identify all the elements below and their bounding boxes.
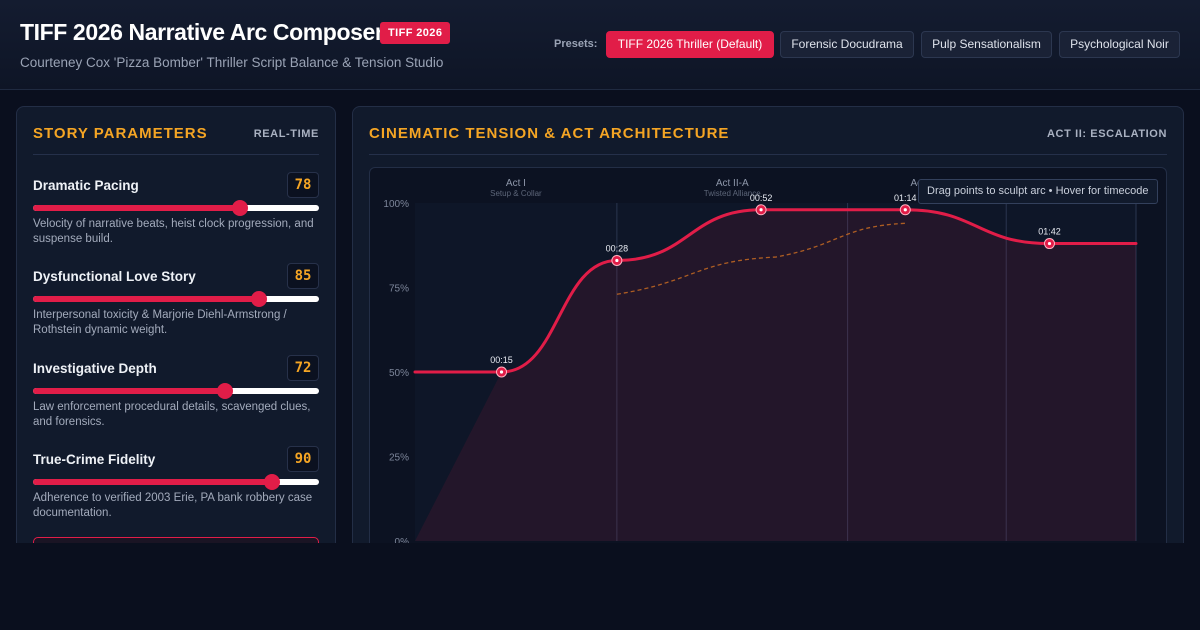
timecode-label: 01:42 — [1038, 227, 1061, 237]
param-value: 72 — [287, 355, 319, 381]
param-value: 90 — [287, 446, 319, 472]
param-description: Velocity of narrative beats, heist clock… — [33, 218, 314, 245]
slider-thumb[interactable] — [251, 291, 267, 307]
panel-title: CINEMATIC TENSION & ACT ARCHITECTURE — [369, 125, 730, 142]
act-sublabel: Setup & Collar — [490, 189, 542, 198]
param-dramatic-pacing: Dramatic Pacing 78 Velocity of narrative… — [33, 172, 319, 252]
arc-control-point-core — [903, 208, 907, 212]
slider-thumb[interactable] — [232, 200, 248, 216]
presets-label: Presets: — [554, 38, 598, 50]
panel-title: STORY PARAMETERS — [33, 125, 208, 142]
app-header: TIFF 2026 Narrative Arc Composer TIFF 20… — [0, 0, 1200, 90]
y-tick-label: 100% — [383, 199, 409, 210]
param-label: True-Crime Fidelity — [33, 452, 156, 467]
param-value: 85 — [287, 263, 319, 289]
act-label: Act I — [506, 178, 526, 189]
param-investigative-depth: Investigative Depth 72 Law enforcement p… — [33, 355, 319, 435]
param-label: Dysfunctional Love Story — [33, 269, 196, 284]
param-label: Dramatic Pacing — [33, 178, 139, 193]
timecode-label: 00:15 — [490, 355, 513, 365]
slider-thumb[interactable] — [264, 474, 280, 490]
page-bottom — [0, 543, 1200, 630]
dysfunctional-love-story-slider[interactable] — [33, 291, 319, 307]
slider-fill — [33, 205, 240, 211]
timecode-label: 00:28 — [606, 243, 629, 253]
timecode-label: 01:14 — [894, 193, 917, 203]
app-subtitle: Courteney Cox 'Pizza Bomber' Thriller Sc… — [20, 55, 444, 70]
slider-fill — [33, 388, 225, 394]
divider — [33, 154, 319, 155]
param-true-crime-fidelity: True-Crime Fidelity 90 Adherence to veri… — [33, 446, 319, 526]
act-sublabel: Twisted Alliance — [704, 189, 761, 198]
app-title: TIFF 2026 Narrative Arc Composer — [20, 19, 384, 45]
timecode-label: 00:52 — [750, 193, 773, 203]
realtime-tag: REAL-TIME — [253, 128, 319, 140]
slider-fill — [33, 479, 272, 485]
param-description: Interpersonal toxicity & Marjorie Diehl-… — [33, 309, 287, 336]
param-label: Investigative Depth — [33, 361, 157, 376]
slider-fill — [33, 296, 259, 302]
act-label: Act II-A — [716, 178, 749, 189]
chart-hint-tooltip: Drag points to sculpt arc • Hover for ti… — [918, 179, 1158, 204]
tension-area-fill — [415, 209, 1136, 541]
arc-control-point-core — [759, 208, 763, 212]
y-tick-label: 50% — [389, 368, 409, 379]
preset-button-forensic-docudrama[interactable]: Forensic Docudrama — [780, 31, 914, 58]
plot-background — [415, 203, 1136, 541]
preset-button-psychological-noir[interactable]: Psychological Noir — [1059, 31, 1180, 58]
arc-control-point-core — [499, 370, 504, 374]
arc-control-point-core — [615, 258, 619, 263]
param-value: 78 — [287, 172, 319, 198]
true-crime-fidelity-slider[interactable] — [33, 474, 319, 490]
y-tick-label: 75% — [389, 284, 409, 295]
divider — [369, 154, 1167, 155]
act-status-tag: ACT II: ESCALATION — [1047, 128, 1167, 140]
slider-thumb[interactable] — [217, 383, 233, 399]
preset-button-tiff-thriller[interactable]: TIFF 2026 Thriller (Default) — [606, 31, 774, 58]
y-tick-label: 0% — [395, 537, 410, 548]
tension-arc-line — [413, 208, 1138, 374]
festival-badge: TIFF 2026 — [380, 22, 451, 44]
dramatic-pacing-slider[interactable] — [33, 200, 319, 216]
tension-architecture-panel: CINEMATIC TENSION & ACT ARCHITECTURE ACT… — [352, 106, 1184, 566]
y-tick-label: 25% — [389, 453, 409, 464]
investigative-depth-slider[interactable] — [33, 383, 319, 399]
param-dysfunctional-love-story: Dysfunctional Love Story 85 Interpersona… — [33, 263, 319, 343]
preset-button-pulp-sensationalism[interactable]: Pulp Sensationalism — [921, 31, 1052, 58]
param-description: Adherence to verified 2003 Erie, PA bank… — [33, 492, 313, 519]
arc-control-point-core — [1047, 241, 1052, 246]
reference-arc-line — [616, 222, 906, 295]
story-parameters-panel: STORY PARAMETERS REAL-TIME Dramatic Paci… — [16, 106, 336, 566]
param-description: Law enforcement procedural details, scav… — [33, 401, 311, 428]
